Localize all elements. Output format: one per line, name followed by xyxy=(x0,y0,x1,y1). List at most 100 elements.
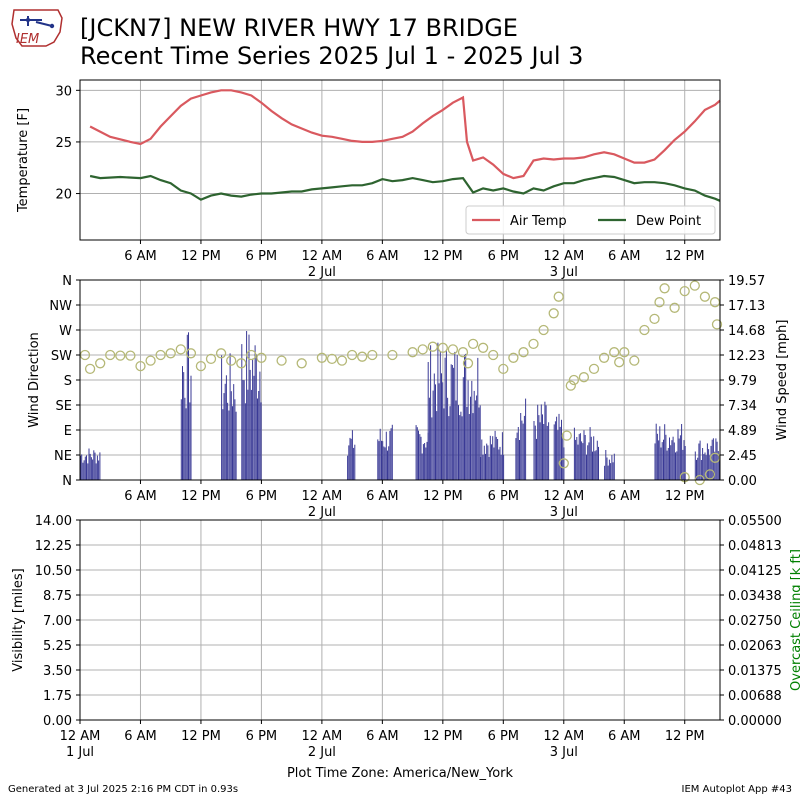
wind-direction-point xyxy=(165,348,176,359)
wind-speed-bar xyxy=(716,441,718,480)
ceiling-tick-label: 0.02750 xyxy=(728,614,782,629)
wind-speed-tick-label: 4.89 xyxy=(728,424,757,439)
wind-speed-bar xyxy=(98,460,100,480)
x-tick-label: 12 AM xyxy=(301,729,342,744)
visibility-tick-label: 7.00 xyxy=(43,614,72,629)
wind-speed-bar xyxy=(536,438,537,480)
x-tick-label: 6 PM xyxy=(246,729,277,744)
wind-speed-bar xyxy=(84,456,86,480)
x-tick-label: 6 PM xyxy=(488,489,519,504)
wind-speed-bar xyxy=(593,436,595,480)
wind-speed-bar xyxy=(88,448,90,480)
wind-speed-axis-label: Wind Speed [mph] xyxy=(775,320,790,441)
wind-direction-point xyxy=(619,347,630,358)
wind-speed-bar xyxy=(456,354,458,480)
visibility-tick-label: 5.25 xyxy=(43,639,72,654)
wind-speed-bar xyxy=(433,373,435,480)
wind-speed-bar xyxy=(455,400,457,480)
wind-direction-point xyxy=(565,380,576,391)
wind-speed-bar xyxy=(497,439,499,480)
wind-speed-tick-label: 17.13 xyxy=(728,299,765,314)
wind-speed-bar xyxy=(426,441,428,480)
wind-speed-tick-label: 19.57 xyxy=(728,274,765,289)
wind-speed-bar xyxy=(714,451,716,480)
wind-direction-point xyxy=(711,319,723,330)
wind-direction-point xyxy=(477,342,489,353)
wind-speed-tick-label: 0.00 xyxy=(728,474,757,489)
wind-speed-bar xyxy=(243,380,245,480)
wind-speed-bar xyxy=(354,444,356,480)
wind-speed-bar xyxy=(559,426,561,480)
wind-speed-bar xyxy=(495,436,497,480)
wind-speed-bar xyxy=(703,454,705,480)
x-date-label: 2 Jul xyxy=(308,505,336,520)
wind-speed-bar xyxy=(422,444,424,480)
wind-speed-bar xyxy=(587,445,589,480)
x-tick-label: 12 PM xyxy=(665,249,705,264)
wind-speed-bar xyxy=(418,430,419,480)
legend-label: Dew Point xyxy=(636,214,701,229)
wind-speed-bar xyxy=(222,409,224,480)
visibility-axis-label: Visibility [miles] xyxy=(11,568,26,671)
wind-direction-point xyxy=(467,338,479,350)
wind-speed-bar xyxy=(525,398,527,480)
wind-speed-bar xyxy=(669,437,670,480)
wind-direction-point xyxy=(659,283,670,294)
wind-direction-point xyxy=(528,338,539,350)
wind-speed-bar xyxy=(462,377,464,480)
wind-speed-bar xyxy=(592,451,593,480)
wind-direction-point xyxy=(296,358,307,369)
wind-speed-bar xyxy=(521,420,523,480)
wind-speed-bar xyxy=(444,357,446,480)
wind-speed-bar xyxy=(381,440,382,480)
wind-speed-bar xyxy=(229,353,231,480)
wind-speed-bar xyxy=(185,408,187,480)
wind-speed-bar xyxy=(556,416,558,480)
wind-speed-bar xyxy=(590,436,592,480)
wind-direction-point xyxy=(609,347,620,358)
visibility-tick-label: 10.50 xyxy=(35,564,72,579)
wind-speed-bar xyxy=(517,427,519,480)
wind-direction-point xyxy=(518,347,529,358)
wind-speed-bar xyxy=(227,402,229,480)
wind-direction-point xyxy=(367,349,378,361)
wind-direction-point xyxy=(256,352,267,363)
wind-direction-point xyxy=(346,349,358,361)
wind-speed-bar xyxy=(447,397,449,480)
wind-speed-bar xyxy=(443,408,445,480)
wind-speed-bar xyxy=(607,465,609,480)
x-tick-label: 6 AM xyxy=(366,249,399,264)
wind-speed-bar xyxy=(579,433,581,480)
wind-direction-point xyxy=(447,344,459,355)
wind-speed-bar xyxy=(377,439,379,480)
wind-speed-bar xyxy=(665,434,667,480)
wind-speed-bar xyxy=(561,419,562,480)
wind-direction-point xyxy=(336,355,348,366)
wind-speed-bar xyxy=(553,424,555,480)
wind-speed-bar xyxy=(466,406,468,480)
wind-direction-point xyxy=(649,313,660,325)
wind-direction-point xyxy=(639,324,650,336)
wind-direction-point xyxy=(357,351,368,362)
wind-speed-bar xyxy=(672,436,674,480)
wind-speed-bar xyxy=(82,462,84,480)
wind-speed-bar xyxy=(467,380,469,480)
wind-direction-point xyxy=(215,348,227,359)
wind-speed-bar xyxy=(424,443,426,480)
wind-speed-bar xyxy=(611,455,613,480)
wind-speed-bar xyxy=(558,413,560,480)
wind-speed-bar xyxy=(664,424,666,480)
wind-speed-bar xyxy=(89,453,91,480)
timezone-label: Plot Time Zone: America/New_York xyxy=(287,766,514,781)
wind-speed-bar xyxy=(477,357,479,480)
wind-direction-point xyxy=(105,349,116,361)
wind-speed-bar xyxy=(501,432,503,480)
wind-speed-bar xyxy=(503,454,505,480)
ceiling-tick-label: 0.04813 xyxy=(728,539,782,554)
wind-speed-bar xyxy=(441,373,442,480)
wind-speed-bar xyxy=(499,446,501,480)
wind-speed-bar xyxy=(538,415,540,480)
wind-speed-bar xyxy=(86,455,87,480)
x-tick-label: 12 AM xyxy=(301,249,342,264)
generated-note: Generated at 3 Jul 2025 2:16 PM CDT in 0… xyxy=(8,784,239,795)
